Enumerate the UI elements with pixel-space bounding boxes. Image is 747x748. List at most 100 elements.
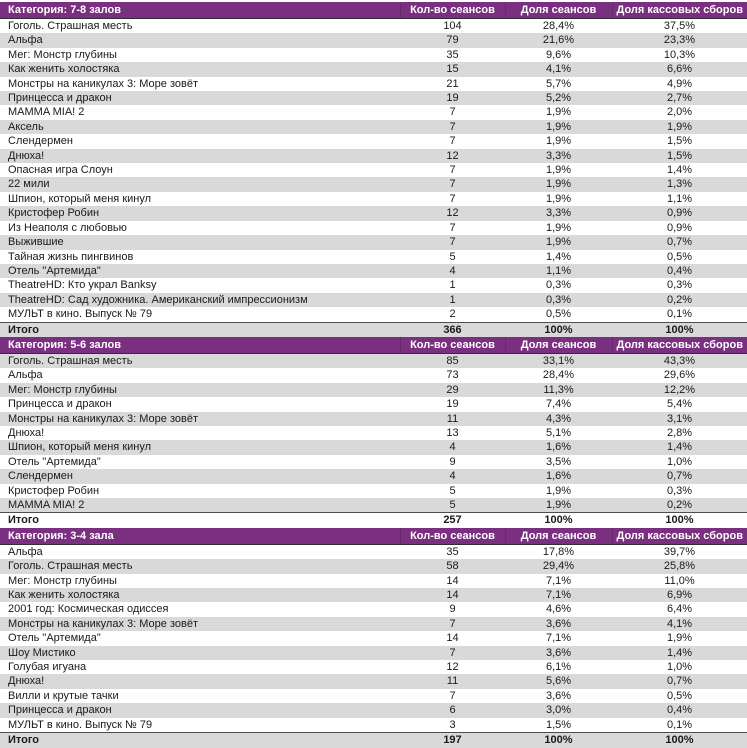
movie-title-cell: MAMMA MIA! 2: [0, 105, 400, 120]
sessions-share-cell: 1,6%: [505, 440, 612, 455]
boxoffice-share-cell: 6,6%: [612, 62, 747, 77]
sessions-count-cell: 85: [400, 353, 505, 369]
sessions-count-cell: 14: [400, 631, 505, 646]
movie-title-cell: Кристофер Робин: [0, 483, 400, 498]
boxoffice-share-cell: 0,4%: [612, 263, 747, 279]
column-header-sessions-count: Кол-во сеансов: [399, 336, 505, 354]
sessions-count-cell: 7: [400, 191, 505, 207]
sessions-share-cell: 1,9%: [505, 163, 612, 178]
total-label-cell: Итого: [0, 321, 400, 337]
movie-title-cell: МУЛЬТ в кино. Выпуск № 79: [0, 717, 400, 733]
sessions-share-cell: 5,6%: [505, 674, 612, 689]
total-sessions-count-cell: 197: [400, 732, 505, 748]
boxoffice-share-cell: 29,6%: [612, 368, 747, 383]
sessions-share-cell: 21,6%: [505, 33, 612, 48]
table-row: TheatreHD: Кто украл Banksy 1 0,3% 0,3%: [0, 278, 747, 293]
movie-title-cell: МУЛЬТ в кино. Выпуск № 79: [0, 307, 400, 323]
movie-title-cell: 2001 год: Космическая одиссея: [0, 602, 400, 617]
sessions-share-cell: 3,6%: [505, 688, 612, 704]
sessions-share-cell: 5,1%: [505, 425, 612, 441]
sessions-share-cell: 6,1%: [505, 660, 612, 675]
boxoffice-share-cell: 4,1%: [612, 616, 747, 632]
sessions-count-cell: 104: [400, 18, 505, 34]
table-row: Из Неаполя с любовью 7 1,9% 0,9%: [0, 220, 747, 236]
sessions-count-cell: 4: [400, 469, 505, 484]
sessions-count-cell: 9: [400, 454, 505, 470]
sessions-share-cell: 1,4%: [505, 249, 612, 264]
sessions-share-cell: 3,6%: [505, 645, 612, 661]
sessions-share-cell: 1,9%: [505, 235, 612, 250]
movie-title-cell: Гоголь. Страшная месть: [0, 18, 400, 34]
sessions-share-cell: 1,9%: [505, 498, 612, 513]
boxoffice-share-cell: 0,4%: [612, 703, 747, 718]
sessions-count-cell: 14: [400, 588, 505, 603]
sessions-count-cell: 73: [400, 368, 505, 383]
table-row: МУЛЬТ в кино. Выпуск № 79 2 0,5% 0,1%: [0, 307, 747, 323]
sessions-count-cell: 5: [400, 498, 505, 513]
table-row: Мег: Монстр глубины 35 9,6% 10,3%: [0, 47, 747, 63]
table-row: Днюха! 11 5,6% 0,7%: [0, 674, 747, 689]
sessions-share-cell: 33,1%: [505, 353, 612, 369]
sessions-count-cell: 1: [400, 278, 505, 293]
movie-title-cell: TheatreHD: Сад художника. Американский и…: [0, 292, 400, 308]
sessions-count-cell: 29: [400, 382, 505, 398]
table-row: Мег: Монстр глубины 29 11,3% 12,2%: [0, 382, 747, 398]
sessions-share-cell: 5,7%: [505, 76, 612, 92]
table-row: Шпион, который меня кинул 4 1,6% 1,4%: [0, 440, 747, 455]
movie-title-cell: 22 мили: [0, 177, 400, 192]
total-boxoffice-share-cell: 100%: [612, 321, 747, 337]
sessions-count-cell: 15: [400, 62, 505, 77]
boxoffice-share-cell: 11,0%: [612, 573, 747, 589]
table-row: Принцесса и дракон 19 5,2% 2,7%: [0, 91, 747, 106]
table-row: Монстры на каникулах 3: Море зовёт 11 4,3%…: [0, 411, 747, 426]
table-row: Принцесса и дракон 6 3,0% 0,4%: [0, 703, 747, 718]
sessions-share-cell: 7,1%: [505, 573, 612, 589]
sessions-count-cell: 11: [400, 411, 505, 426]
sessions-share-cell: 1,9%: [505, 220, 612, 236]
sessions-share-cell: 0,3%: [505, 292, 612, 308]
total-sessions-share-cell: 100%: [505, 321, 612, 337]
column-header-sessions-share: Доля сеансов: [504, 336, 612, 354]
boxoffice-share-cell: 10,3%: [612, 47, 747, 63]
movie-title-cell: Слендермен: [0, 134, 400, 149]
total-sessions-count-cell: 366: [400, 321, 505, 337]
total-sessions-share-cell: 100%: [505, 732, 612, 748]
boxoffice-share-cell: 0,5%: [612, 688, 747, 704]
total-row: Итого 257 100% 100%: [0, 512, 747, 528]
sessions-share-cell: 1,9%: [505, 177, 612, 192]
sessions-share-cell: 3,3%: [505, 148, 612, 164]
table-row: 2001 год: Космическая одиссея 9 4,6% 6,4%: [0, 602, 747, 617]
sessions-count-cell: 5: [400, 483, 505, 498]
section-category-label: Категория: 3-4 зала: [0, 527, 400, 545]
total-boxoffice-share-cell: 100%: [612, 732, 747, 748]
movie-title-cell: Мег: Монстр глубины: [0, 47, 400, 63]
section-category-label: Категория: 5-6 залов: [0, 336, 400, 354]
sessions-count-cell: 14: [400, 573, 505, 589]
sessions-count-cell: 7: [400, 177, 505, 192]
movie-title-cell: Гоголь. Страшная месть: [0, 559, 400, 574]
movie-title-cell: Шпион, который меня кинул: [0, 191, 400, 207]
sessions-share-cell: 1,5%: [505, 717, 612, 733]
boxoffice-share-cell: 25,8%: [612, 559, 747, 574]
sessions-share-cell: 3,5%: [505, 454, 612, 470]
table-row: Альфа 73 28,4% 29,6%: [0, 368, 747, 383]
movie-title-cell: Отель "Артемида": [0, 631, 400, 646]
movie-title-cell: Монстры на каникулах 3: Море зовёт: [0, 616, 400, 632]
sessions-share-cell: 7,1%: [505, 631, 612, 646]
boxoffice-share-cell: 0,7%: [612, 469, 747, 484]
boxoffice-share-cell: 0,9%: [612, 206, 747, 221]
table-row: TheatreHD: Сад художника. Американский и…: [0, 292, 747, 308]
movie-title-cell: Альфа: [0, 368, 400, 383]
movie-title-cell: Аксель: [0, 119, 400, 135]
sessions-count-cell: 19: [400, 91, 505, 106]
boxoffice-share-cell: 6,9%: [612, 588, 747, 603]
table-row: Днюха! 12 3,3% 1,5%: [0, 148, 747, 164]
sessions-count-cell: 12: [400, 148, 505, 164]
sessions-count-cell: 21: [400, 76, 505, 92]
sessions-share-cell: 1,9%: [505, 119, 612, 135]
total-label-cell: Итого: [0, 732, 400, 748]
sessions-count-cell: 4: [400, 263, 505, 279]
sessions-share-cell: 7,1%: [505, 588, 612, 603]
sessions-share-cell: 1,9%: [505, 105, 612, 120]
movie-title-cell: Днюха!: [0, 148, 400, 164]
